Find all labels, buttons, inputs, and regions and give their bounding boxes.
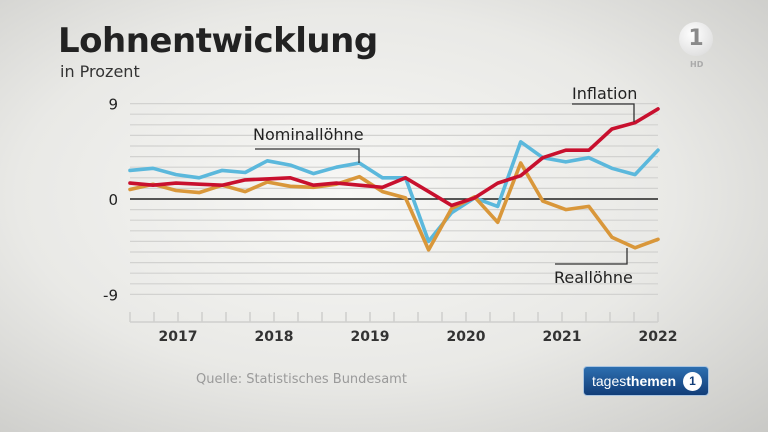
series-label-nominal: Nominallöhne xyxy=(253,125,364,144)
x-tick-label: 2017 xyxy=(159,329,198,345)
x-tick-label: 2021 xyxy=(543,329,582,345)
nominal-leader-line xyxy=(255,148,360,163)
x-tick-label: 2020 xyxy=(447,329,486,345)
x-ticks xyxy=(129,312,659,323)
hd-label: HD xyxy=(690,60,704,69)
series-line-nominallöhne xyxy=(128,140,660,244)
real-leader-line xyxy=(555,248,628,265)
y-tick-label: 9 xyxy=(108,96,118,114)
ard-logo: 1 xyxy=(679,22,713,56)
annotations: Nominallöhne Inflation Reallöhne xyxy=(253,84,637,287)
source-note: Quelle: Statistisches Bundesamt xyxy=(196,372,407,387)
series-line-inflation xyxy=(128,107,660,208)
x-tick-label: 2019 xyxy=(351,329,390,345)
series-label-inflation: Inflation xyxy=(572,84,637,103)
badge-text-2: themen xyxy=(626,373,677,389)
y-axis-labels: 9 0 -9 xyxy=(103,96,118,305)
x-axis-labels: 2017 2018 2019 2020 2021 2022 xyxy=(159,329,678,345)
ard-one-icon: 1 xyxy=(683,371,702,391)
x-tick-label: 2022 xyxy=(639,329,678,345)
badge-text-1: tages xyxy=(592,373,627,389)
y-tick-label: -9 xyxy=(103,286,118,304)
chart-title: Lohnentwicklung xyxy=(58,21,378,61)
x-tick-label: 2018 xyxy=(255,329,294,345)
series-label-real: Reallöhne xyxy=(554,268,633,287)
tagesthemen-badge: tages themen 1 xyxy=(583,366,709,396)
series-lines xyxy=(128,107,660,252)
inflation-leader-line xyxy=(572,103,635,122)
y-tick-label: 0 xyxy=(108,191,118,209)
chart-subtitle: in Prozent xyxy=(60,62,140,81)
gridlines xyxy=(130,102,658,295)
